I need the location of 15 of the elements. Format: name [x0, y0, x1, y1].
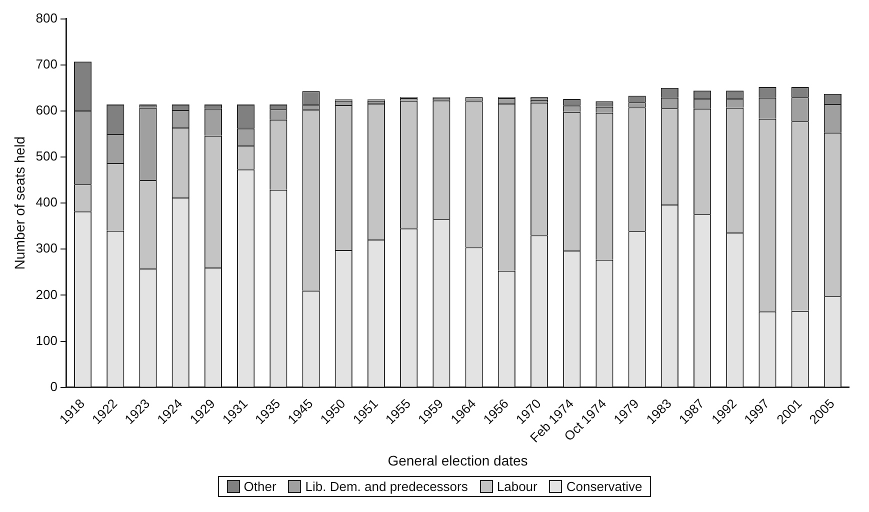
y-tick-label: 600	[36, 102, 58, 118]
y-tick-label: 100	[36, 332, 58, 348]
y-tick-label: 200	[36, 286, 58, 302]
y-tick-label: 400	[36, 194, 58, 210]
legend-label: Lib. Dem. and predecessors	[305, 479, 468, 494]
y-tick-label: 0	[50, 378, 58, 394]
y-axis-title: Number of seats held	[11, 136, 28, 270]
legend-label: Labour	[496, 479, 538, 494]
y-tick-label: 800	[36, 10, 58, 26]
legend-label: Conservative	[566, 479, 642, 494]
y-tick-label: 500	[36, 148, 58, 164]
y-tick-label: 700	[36, 56, 58, 72]
x-axis-title: General election dates	[388, 452, 528, 468]
y-tick-label: 300	[36, 240, 58, 256]
legend-label: Other	[244, 479, 276, 494]
